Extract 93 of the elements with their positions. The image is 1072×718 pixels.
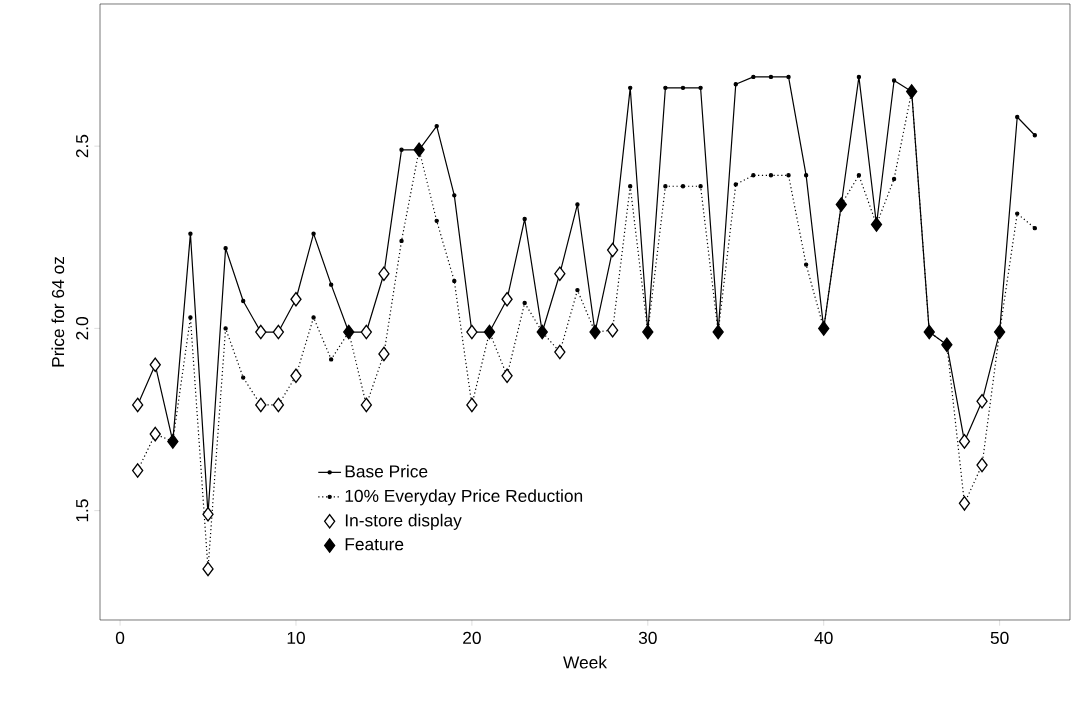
point (976, 393, 988, 409)
point (891, 78, 897, 83)
point (255, 397, 267, 413)
point (378, 266, 390, 282)
point (768, 74, 774, 80)
point (202, 561, 214, 577)
point (434, 218, 439, 224)
point (311, 315, 316, 320)
point (466, 324, 478, 340)
y-tick-label: 2.0 (76, 317, 89, 340)
point (1032, 225, 1038, 231)
point (958, 496, 971, 511)
point (360, 397, 373, 413)
point (131, 463, 144, 478)
legend-label: Feature (345, 538, 404, 551)
point (870, 217, 883, 232)
point (399, 147, 404, 152)
x-tick-label: 10 (287, 631, 305, 644)
point (188, 231, 193, 236)
point (272, 397, 285, 413)
point (188, 315, 193, 320)
y-axis-title: Price for 64 oz (51, 257, 65, 367)
point (328, 282, 334, 287)
point (202, 506, 214, 522)
point (786, 173, 791, 178)
x-tick-label: 20 (463, 631, 481, 644)
point (452, 193, 457, 198)
point (360, 324, 373, 340)
point (606, 322, 619, 338)
point (378, 346, 390, 362)
point (223, 326, 228, 331)
point (733, 182, 738, 187)
point (311, 231, 316, 236)
point (501, 368, 513, 384)
point (628, 184, 633, 189)
point (976, 457, 988, 473)
point (575, 287, 580, 293)
point (733, 81, 738, 87)
point (149, 357, 161, 373)
x-axis-title: Week (563, 655, 608, 669)
point (522, 300, 527, 306)
x-tick-label: 0 (115, 631, 125, 644)
point (698, 184, 703, 189)
point (272, 324, 285, 340)
point (941, 337, 953, 353)
point (856, 173, 862, 178)
point (328, 357, 334, 362)
point (241, 298, 246, 304)
point (803, 173, 809, 178)
point (434, 123, 439, 129)
legend-label: 10% Everyday Price Reduction (345, 489, 583, 506)
point (680, 184, 686, 189)
point (856, 74, 862, 80)
point (628, 85, 633, 91)
point (606, 242, 619, 258)
legend-label: In-store display (345, 513, 462, 530)
point (575, 202, 580, 207)
point (803, 262, 809, 267)
point (501, 291, 513, 307)
x-tick-label: 30 (638, 631, 657, 644)
point (452, 278, 457, 284)
point (255, 324, 267, 340)
point (241, 375, 246, 380)
point (786, 74, 791, 80)
point (399, 238, 404, 244)
point (751, 173, 756, 178)
point (554, 344, 566, 360)
point (290, 291, 302, 307)
point (663, 184, 668, 189)
point (554, 266, 566, 282)
point (751, 74, 756, 80)
legend-label: Base Price (345, 464, 428, 478)
point (466, 397, 478, 413)
point (167, 434, 179, 449)
y-tick-label: 2.5 (76, 134, 89, 158)
point (1015, 211, 1020, 216)
point (680, 85, 686, 91)
x-tick-label: 40 (814, 631, 833, 644)
point (768, 173, 774, 178)
point (663, 85, 668, 91)
y-tick-label: 1.5 (76, 499, 89, 522)
point (958, 434, 971, 449)
point (223, 246, 228, 251)
point (1015, 114, 1020, 120)
point (891, 176, 897, 182)
x-tick-label: 50 (990, 631, 1009, 644)
point (818, 321, 830, 336)
point (149, 426, 161, 442)
point (522, 216, 527, 222)
point (1032, 133, 1038, 138)
point (698, 85, 703, 91)
point (131, 397, 144, 413)
point (290, 368, 302, 384)
